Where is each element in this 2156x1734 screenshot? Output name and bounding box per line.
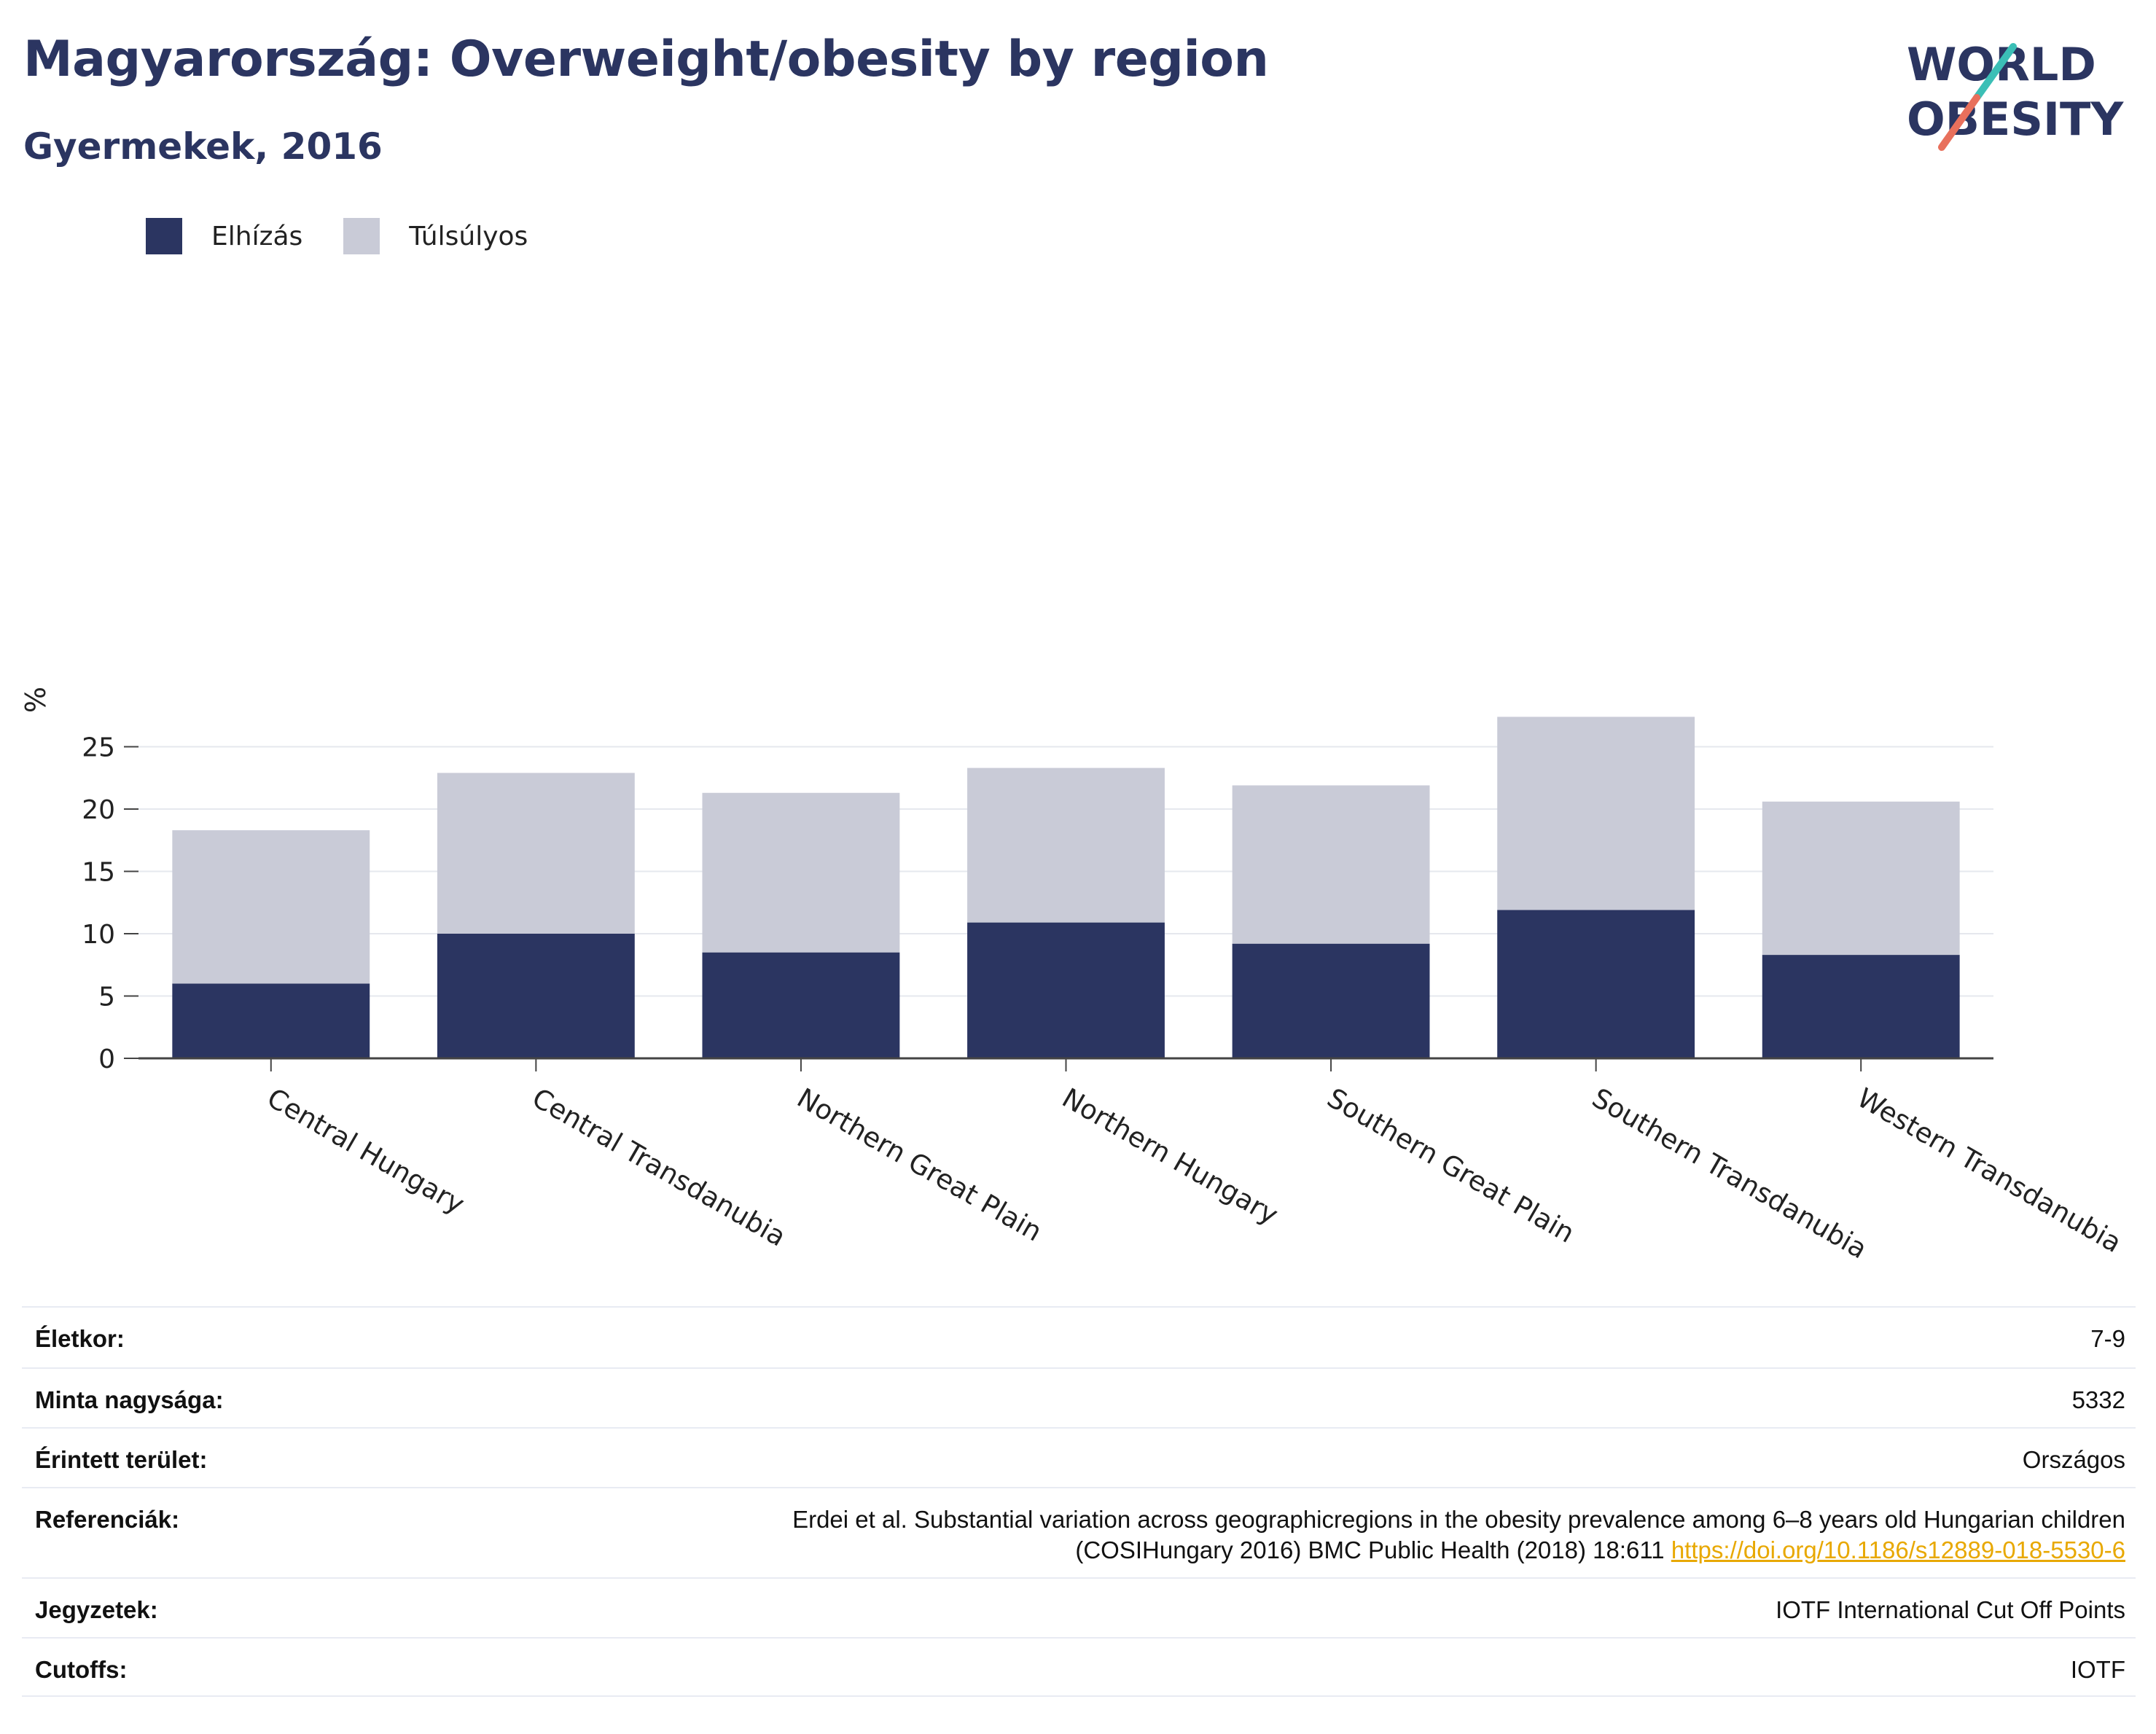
bar-obesity[interactable] bbox=[1232, 943, 1430, 1058]
chart-bars bbox=[172, 716, 1960, 1058]
bar-overweight[interactable] bbox=[702, 792, 900, 953]
meta-value: IOTF bbox=[2070, 1656, 2125, 1683]
x-tick-label: Southern Great Plain bbox=[1322, 1082, 1580, 1249]
legend-swatch-overweight bbox=[343, 218, 380, 254]
x-tick-label: Western Transdanubia bbox=[1852, 1082, 2127, 1260]
meta-row-cutoffs: Cutoffs: IOTF bbox=[22, 1637, 2136, 1697]
page-title: Magyarország: Overweight/obesity by regi… bbox=[23, 31, 1269, 88]
logo-slash-coral bbox=[1938, 94, 1980, 151]
page-subtitle: Gyermekek, 2016 bbox=[23, 125, 383, 168]
x-axis-ticks: Central Hungary Central Transdanubia North… bbox=[262, 1058, 2127, 1265]
legend-item-obesity[interactable]: Elhízás bbox=[146, 218, 302, 254]
stacked-bar-chart: 0 5 10 15 20 25 Central Hungary Central Transd… bbox=[20, 687, 2127, 1265]
bar-overweight[interactable] bbox=[1497, 716, 1695, 910]
legend-label-obesity: Elhízás bbox=[211, 221, 303, 251]
meta-value: 7-9 bbox=[2090, 1325, 2125, 1352]
bar-obesity[interactable] bbox=[1497, 910, 1695, 1058]
bar-obesity[interactable] bbox=[172, 983, 370, 1058]
world-obesity-logo: WORLD OBESITY bbox=[1907, 38, 2124, 151]
x-tick-label: Northern Hungary bbox=[1057, 1082, 1284, 1231]
meta-label: Referenciák: bbox=[35, 1506, 180, 1533]
meta-row-sample-size: Minta nagysága: 5332 bbox=[22, 1367, 2136, 1427]
meta-label: Érintett terület: bbox=[35, 1446, 208, 1473]
meta-row-area: Érintett terület: Országos bbox=[22, 1427, 2136, 1487]
x-tick-label: Northern Great Plain bbox=[792, 1082, 1047, 1248]
y-tick-label: 15 bbox=[82, 858, 115, 888]
bar-obesity[interactable] bbox=[437, 934, 635, 1058]
legend-swatch-obesity bbox=[146, 218, 182, 254]
meta-value: Országos bbox=[2022, 1446, 2125, 1473]
logo-slash-teal bbox=[1973, 43, 2017, 101]
x-tick-label: Southern Transdanubia bbox=[1587, 1082, 1872, 1265]
meta-label: Minta nagysága: bbox=[35, 1386, 224, 1413]
y-axis-ticks: 0 5 10 15 20 25 bbox=[82, 733, 138, 1074]
y-tick-label: 0 bbox=[98, 1044, 115, 1074]
meta-value: Erdei et al. Substantial variation acros… bbox=[792, 1504, 2125, 1566]
meta-value: IOTF International Cut Off Points bbox=[1776, 1596, 2125, 1623]
meta-label: Életkor: bbox=[35, 1325, 125, 1352]
y-axis-label: % bbox=[20, 687, 52, 713]
bar-overweight[interactable] bbox=[437, 773, 635, 934]
meta-row-references: Referenciák: Erdei et al. Substantial va… bbox=[22, 1487, 2136, 1577]
chart-legend: Elhízás Túlsúlyos bbox=[146, 216, 569, 257]
legend-label-overweight: Túlsúlyos bbox=[409, 221, 528, 251]
bar-overweight[interactable] bbox=[172, 830, 370, 984]
reference-doi-link[interactable]: https://doi.org/10.1186/s12889-018-5530-… bbox=[1671, 1536, 2125, 1563]
y-tick-label: 25 bbox=[82, 733, 115, 763]
metadata-table: Életkor: 7-9 Minta nagysága: 5332 Érinte… bbox=[22, 1306, 2136, 1697]
logo-word-obesity: OBESITY bbox=[1907, 93, 2124, 146]
y-tick-label: 10 bbox=[82, 920, 115, 950]
legend-item-overweight[interactable]: Túlsúlyos bbox=[343, 218, 528, 254]
bar-obesity[interactable] bbox=[702, 952, 900, 1058]
meta-row-age: Életkor: 7-9 bbox=[22, 1306, 2136, 1367]
y-tick-label: 5 bbox=[98, 983, 115, 1012]
meta-row-notes: Jegyzetek: IOTF International Cut Off Po… bbox=[22, 1577, 2136, 1637]
y-tick-label: 20 bbox=[82, 795, 115, 825]
x-tick-label: Central Transdanubia bbox=[527, 1082, 792, 1253]
reference-text-line1: Erdei et al. Substantial variation acros… bbox=[792, 1506, 2125, 1533]
meta-value: 5332 bbox=[2071, 1386, 2125, 1413]
x-tick-label: Central Hungary bbox=[262, 1082, 469, 1220]
bar-overweight[interactable] bbox=[967, 768, 1165, 923]
bar-obesity[interactable] bbox=[1762, 955, 1960, 1058]
bar-obesity[interactable] bbox=[967, 922, 1165, 1058]
bar-overweight[interactable] bbox=[1762, 801, 1960, 956]
meta-label: Jegyzetek: bbox=[35, 1596, 158, 1623]
meta-label: Cutoffs: bbox=[35, 1656, 128, 1683]
reference-text-line2: (COSIHungary 2016) BMC Public Health (20… bbox=[1075, 1536, 1671, 1563]
bar-overweight[interactable] bbox=[1232, 785, 1430, 944]
